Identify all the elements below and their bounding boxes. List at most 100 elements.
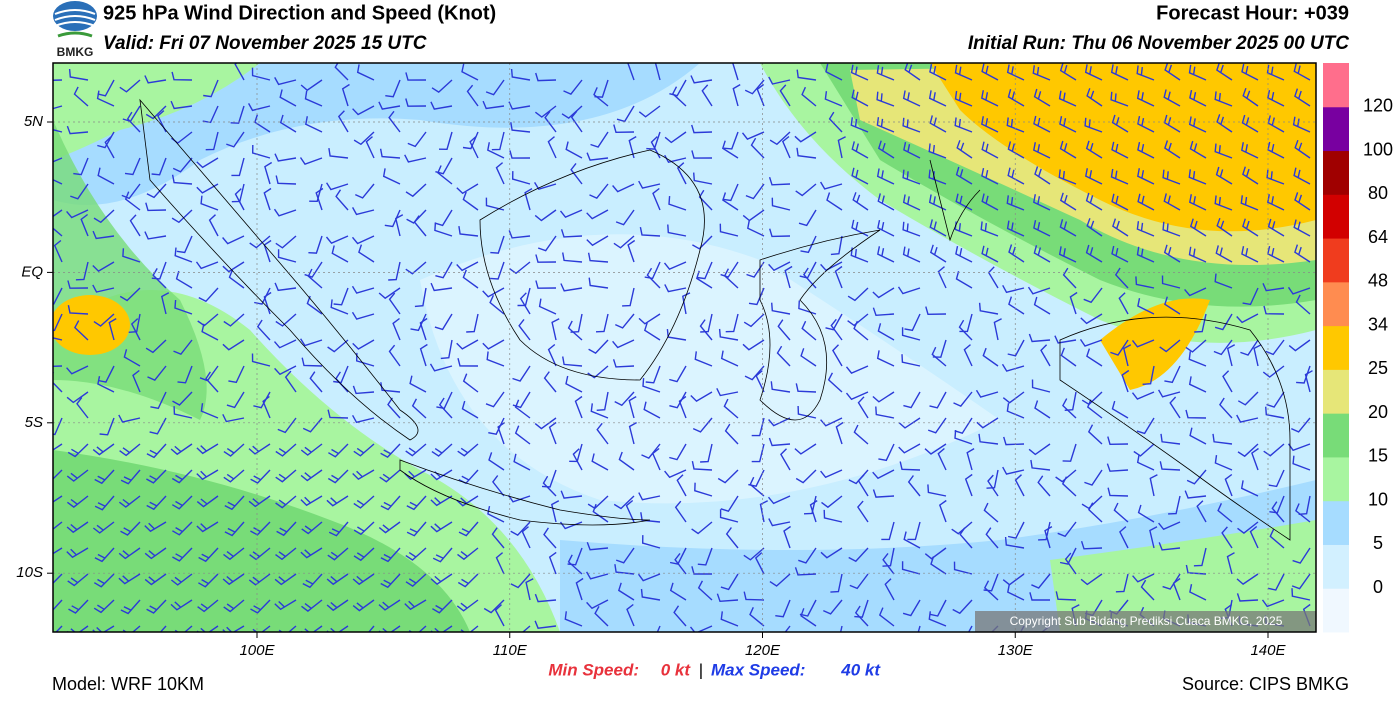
wind-barb xyxy=(224,521,245,537)
wind-barb xyxy=(250,469,271,484)
lon-label: 110E xyxy=(493,642,528,659)
wind-barb xyxy=(456,495,479,507)
wind-barb xyxy=(378,599,401,611)
wind-barb xyxy=(104,136,115,159)
wind-barb xyxy=(1142,365,1155,385)
wind-barb xyxy=(720,495,739,513)
wind-barb xyxy=(690,75,713,84)
wind-barb xyxy=(68,68,89,81)
wind-barb xyxy=(1080,573,1103,586)
wind-barb xyxy=(124,157,141,176)
wind-barb xyxy=(378,625,401,632)
wind-barb xyxy=(405,443,427,457)
wind-barb xyxy=(1115,573,1129,593)
wind-barb xyxy=(1002,391,1025,404)
wind-barb xyxy=(304,90,323,107)
wind-barb xyxy=(151,261,167,280)
wind-barb xyxy=(1292,455,1311,471)
wind-barb xyxy=(901,561,921,575)
wind-barb xyxy=(195,261,219,270)
wind-barb xyxy=(776,345,791,367)
wind-barb xyxy=(518,318,531,341)
wind-barb xyxy=(877,140,895,159)
wind-barb xyxy=(690,391,713,402)
wind-barb xyxy=(535,254,557,263)
wind-barb xyxy=(638,313,661,325)
wind-barb xyxy=(559,209,583,219)
wind-barb xyxy=(981,167,999,185)
wind-barb xyxy=(432,547,453,563)
wind-barb xyxy=(781,135,791,159)
wind-barb xyxy=(1122,344,1132,367)
wind-barb xyxy=(170,100,193,110)
wind-barb xyxy=(560,490,583,499)
wind-barb xyxy=(1058,169,1077,185)
wind-barb xyxy=(854,599,869,618)
wind-barb xyxy=(567,554,583,575)
wind-barb xyxy=(405,261,427,275)
wind-barb xyxy=(845,391,869,401)
wind-barb xyxy=(1189,194,1207,211)
wind-barb xyxy=(328,521,349,537)
wind-barb xyxy=(897,286,921,295)
wind-barb xyxy=(146,443,167,459)
lat-label: 5S xyxy=(25,414,43,431)
wind-barb xyxy=(674,500,687,523)
wind-barb xyxy=(53,129,63,133)
wind-barb xyxy=(1263,443,1285,457)
wind-barb xyxy=(231,157,245,177)
wind-barb xyxy=(128,313,141,333)
wind-barb xyxy=(119,79,141,93)
wind-barb xyxy=(119,443,141,457)
wind-barb xyxy=(1055,591,1077,601)
wind-barb xyxy=(696,261,713,280)
wind-barb xyxy=(53,178,63,185)
wind-barb xyxy=(1240,480,1259,497)
wind-barb xyxy=(1034,166,1051,185)
wind-barb xyxy=(744,365,765,381)
wind-barb xyxy=(700,443,713,463)
wind-barb xyxy=(820,469,843,479)
wind-barb xyxy=(234,63,245,81)
wind-barb xyxy=(853,424,869,445)
wind-barb xyxy=(202,105,219,124)
wind-barb xyxy=(669,365,687,383)
wind-barb xyxy=(126,111,141,133)
wind-barb xyxy=(1216,217,1233,237)
wind-barb xyxy=(405,183,427,198)
wind-barb xyxy=(462,191,479,211)
wind-barb xyxy=(875,406,895,419)
wind-barb xyxy=(1137,504,1155,523)
wind-barb xyxy=(565,141,583,159)
wind-barb xyxy=(1037,475,1051,497)
min-speed-label: Min Speed: xyxy=(548,660,639,679)
wind-barb xyxy=(592,503,609,523)
wind-barb xyxy=(326,625,349,632)
wind-barb xyxy=(388,110,401,133)
wind-barb xyxy=(1262,365,1285,378)
wind-barb xyxy=(146,469,167,484)
wind-barb xyxy=(586,152,609,161)
wind-barb xyxy=(171,469,193,484)
colorbar-swatch xyxy=(1323,369,1349,414)
wind-barb xyxy=(404,154,427,163)
wind-barb xyxy=(691,460,713,471)
wind-barb xyxy=(53,521,63,531)
wind-barb xyxy=(358,244,375,263)
wind-barb xyxy=(1242,166,1259,185)
wind-barb xyxy=(1086,399,1103,419)
wind-barb xyxy=(801,320,817,341)
wind-barb xyxy=(469,135,479,159)
wind-barb xyxy=(1086,218,1103,237)
map-fill: Copyright Sub Bidang Prediksi Cuaca BMKG… xyxy=(53,63,1316,632)
wind-barb xyxy=(355,183,375,199)
wind-barb xyxy=(247,103,271,112)
wind-barb xyxy=(300,443,323,456)
wind-barb xyxy=(277,417,297,434)
wind-barb xyxy=(284,370,297,393)
wind-barb xyxy=(560,229,583,238)
wind-barb xyxy=(1136,221,1155,237)
wind-barb xyxy=(1193,547,1207,567)
wind-barb xyxy=(170,599,193,611)
wind-barb xyxy=(170,131,193,144)
